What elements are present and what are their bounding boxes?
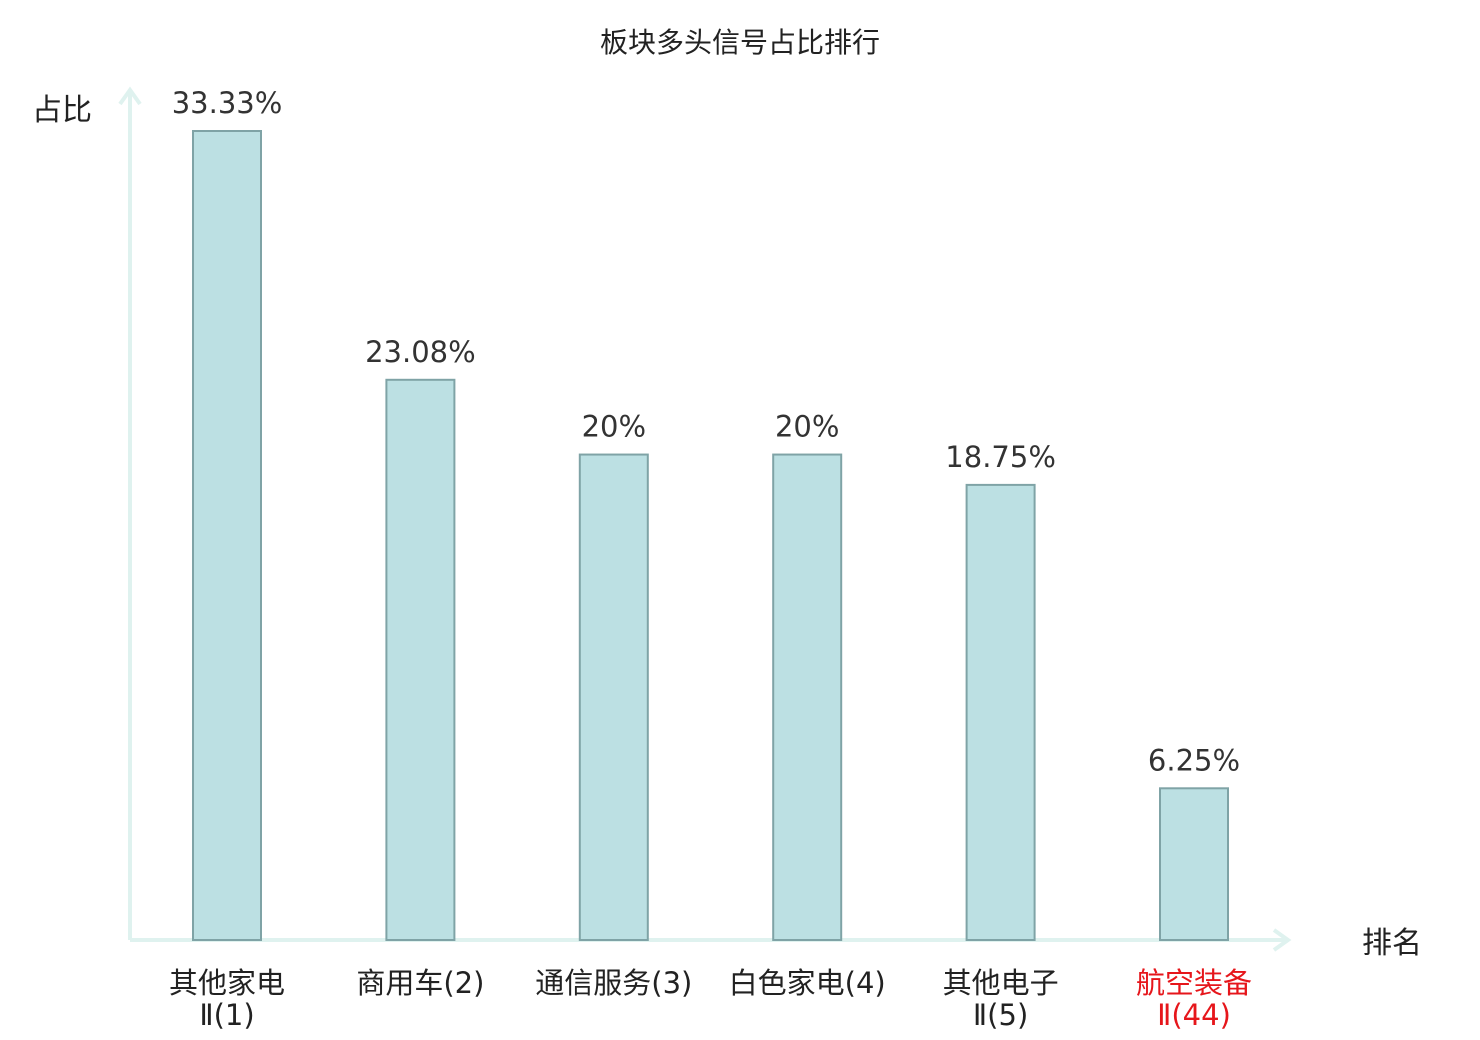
x-tick-label: 通信服务(3) <box>535 966 692 1000</box>
data-label: 6.25% <box>1148 743 1240 777</box>
bar <box>385 378 456 942</box>
x-tick-label: 航空装备 <box>1136 966 1252 1000</box>
x-tick-label: Ⅱ(1) <box>199 998 254 1032</box>
data-label: 18.75% <box>945 440 1056 474</box>
bar <box>772 453 843 941</box>
x-tick-label: 白色家电(4) <box>729 966 886 1000</box>
bar <box>192 130 262 941</box>
axes <box>118 86 1292 952</box>
x-tick-label: Ⅱ(44) <box>1157 998 1231 1032</box>
bar <box>578 453 649 941</box>
x-tick-label: Ⅱ(5) <box>973 998 1028 1032</box>
x-tick-label: 其他电子 <box>943 966 1059 1000</box>
x-axis-label: 排名 <box>1362 926 1422 961</box>
x-tick-label: 其他家电 <box>169 966 285 1000</box>
bar <box>1159 787 1229 941</box>
data-label: 20% <box>775 410 839 444</box>
x-tick-label: 商用车(2) <box>356 966 484 1000</box>
y-axis-label: 占比 <box>32 93 92 128</box>
data-label: 33.33% <box>172 86 283 120</box>
data-label: 23.08% <box>365 335 476 369</box>
x-axis-arrow <box>1272 928 1292 952</box>
data-label: 20% <box>582 410 646 444</box>
y-axis-arrow <box>118 86 142 106</box>
bar <box>965 483 1036 941</box>
chart-title: 板块多头信号占比排行 <box>600 26 880 59</box>
